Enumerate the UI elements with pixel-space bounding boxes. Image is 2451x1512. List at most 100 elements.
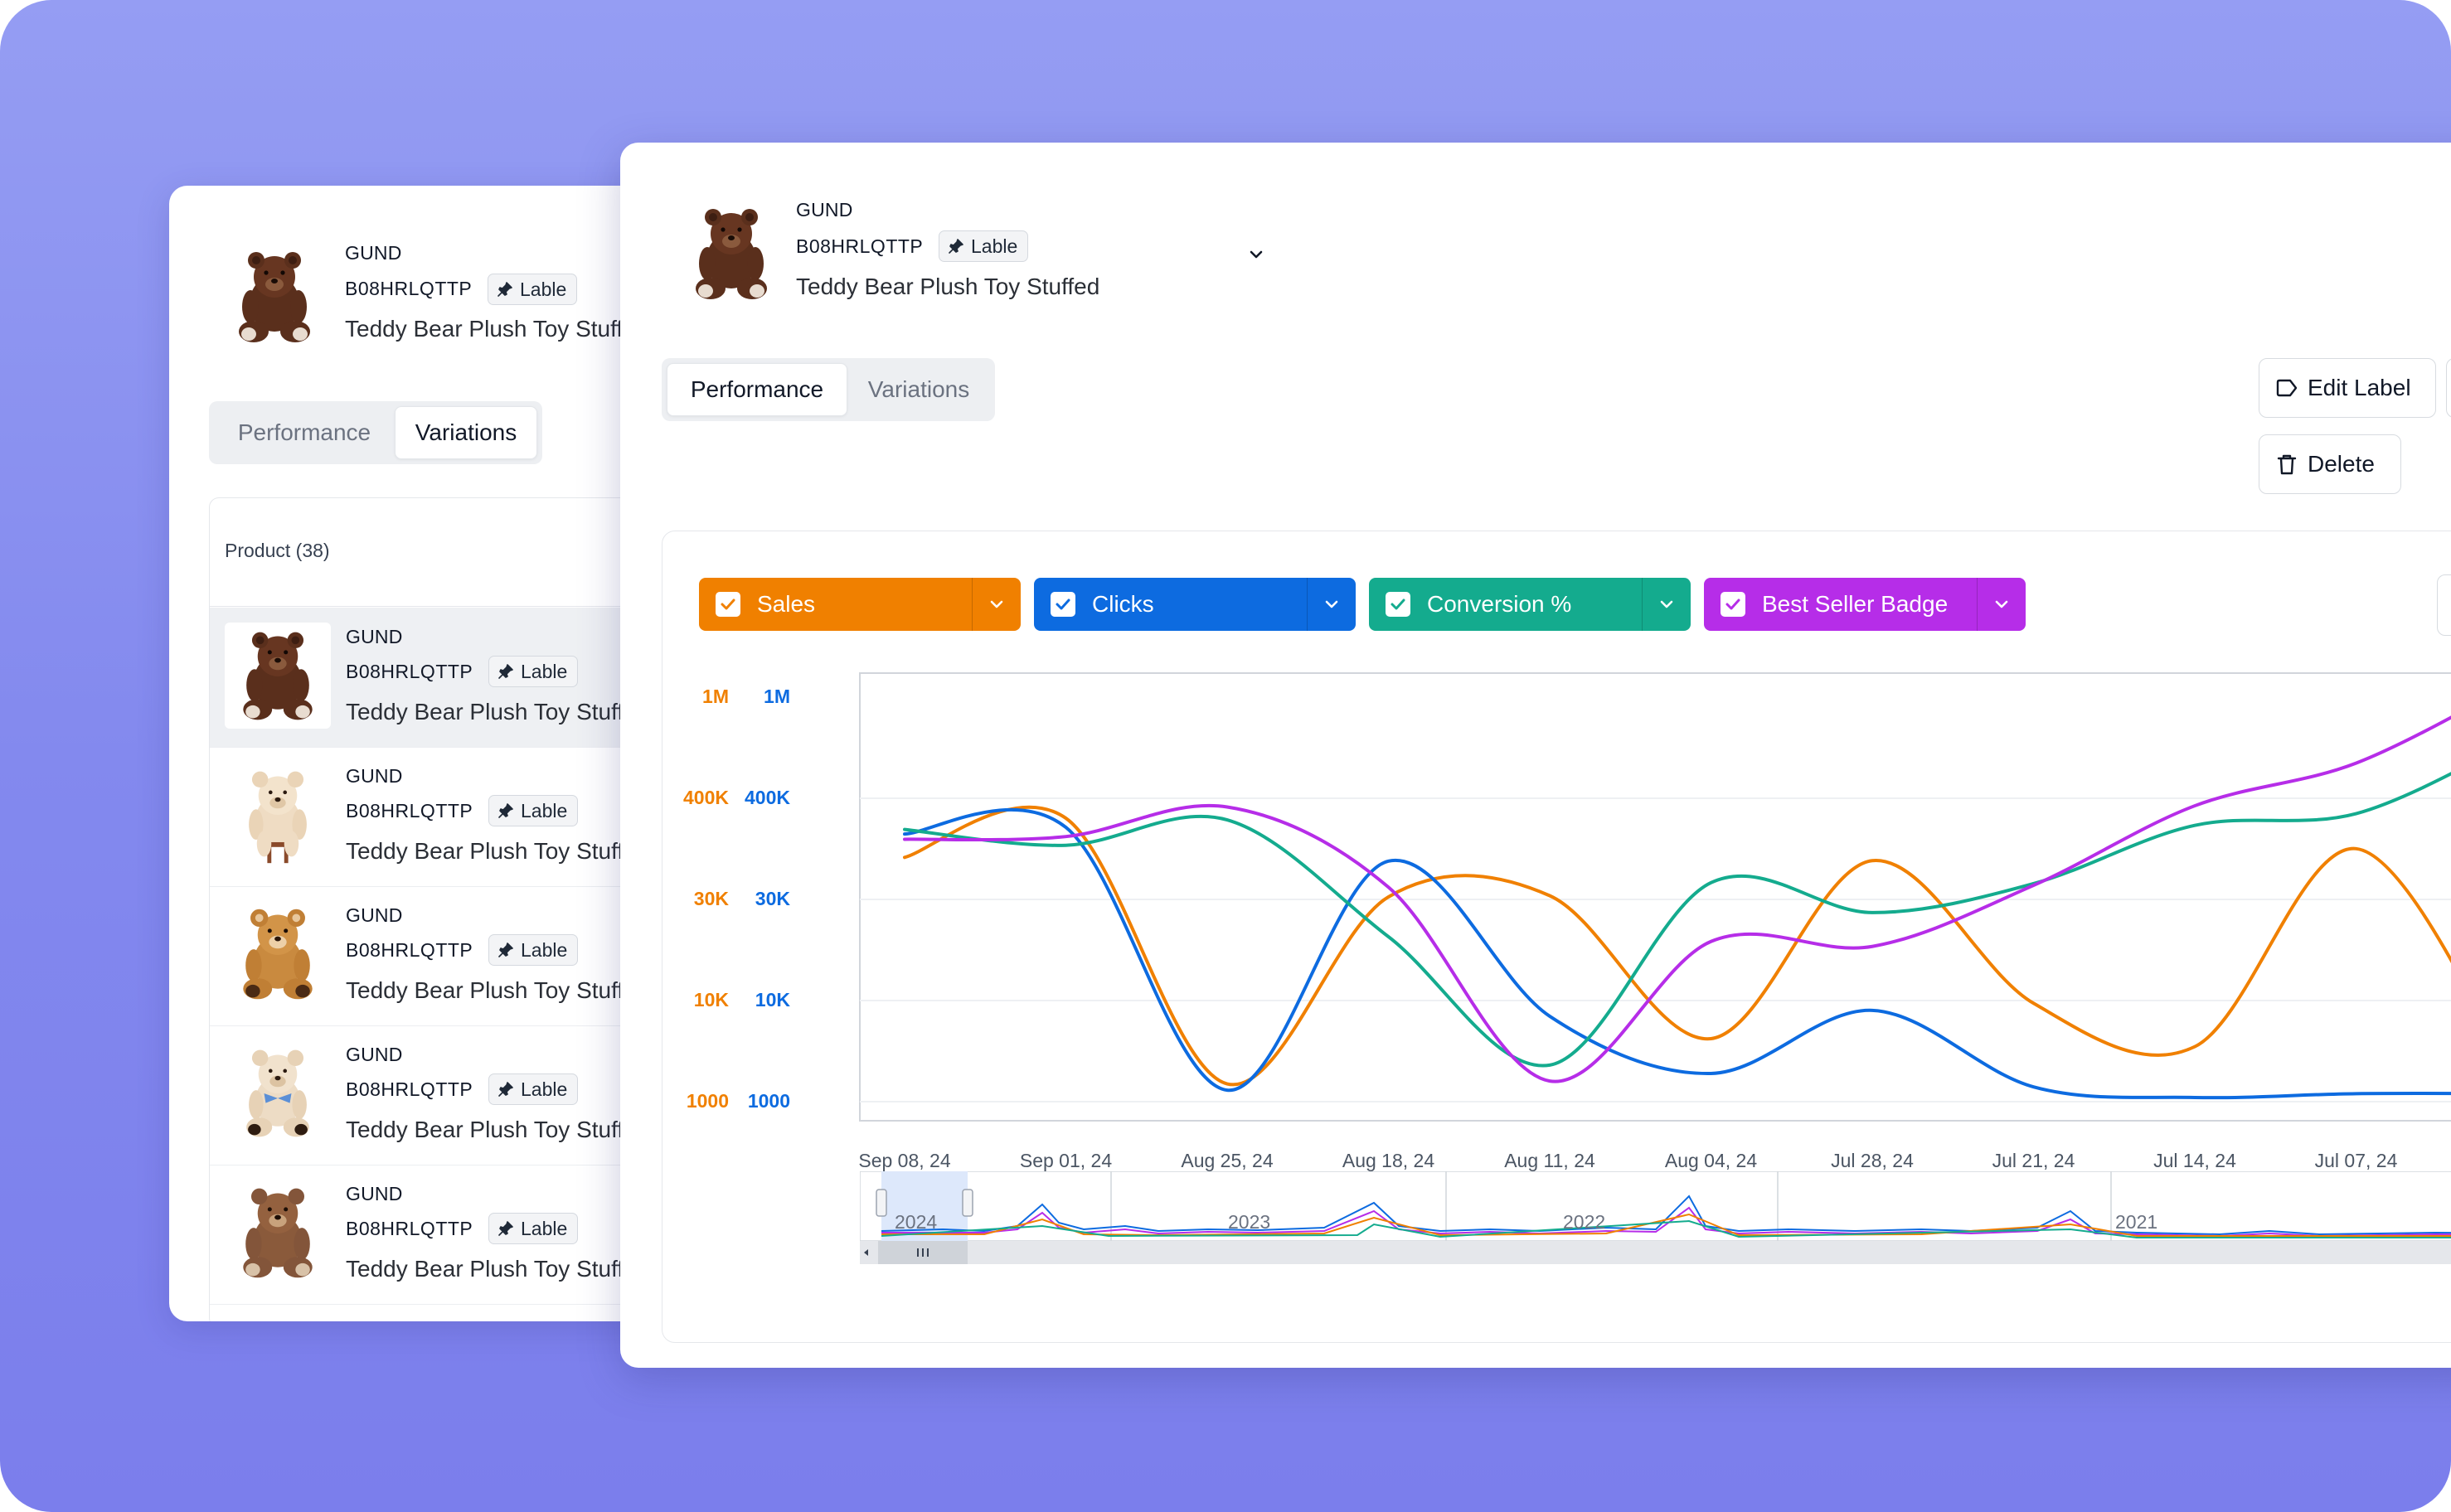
label-chip[interactable]: Lable: [488, 795, 579, 826]
check-icon[interactable]: [1721, 592, 1745, 617]
product-thumbnail: [225, 901, 331, 1007]
product-asin: B08HRLQTTP: [345, 278, 473, 299]
variations-card: GUND B08HRLQTTP Lable Teddy Bear Plush T…: [169, 186, 667, 1321]
row-asin: B08HRLQTTP: [346, 1078, 473, 1100]
teddy-bear-image: [243, 632, 313, 720]
teddy-bear-image: [243, 909, 313, 1000]
check-icon[interactable]: [1386, 592, 1410, 617]
teddy-bear-brown-image: [696, 209, 767, 299]
row-title: Teddy Bear Plush Toy Stuffed: [346, 838, 650, 864]
metric-label: Conversion %: [1427, 591, 1572, 617]
pin-icon: [498, 664, 513, 679]
check-icon[interactable]: [716, 592, 740, 617]
trash-icon: [2277, 454, 2297, 475]
product-asin: B08HRLQTTP: [796, 235, 924, 257]
delete-text: Delete: [2308, 451, 2375, 477]
edit-label-text: Edit Label: [2308, 375, 2411, 400]
x-tick-label: Jul 07, 24: [2314, 1150, 2398, 1171]
label-chip-text: Lable: [521, 1078, 568, 1100]
delete-button[interactable]: Delete: [2259, 434, 2401, 494]
table-row[interactable]: GUND B08HRLQTTP Lable Teddy Bear Plush Toy …: [210, 1165, 667, 1305]
y-tick-label: 400K: [745, 787, 790, 808]
row-asin: B08HRLQTTP: [346, 939, 473, 961]
metric-sales-toggle[interactable]: Sales: [699, 578, 1021, 631]
row-title: Teddy Bear Plush Toy Stuffed: [346, 1256, 650, 1282]
table-row[interactable]: GUND B08HRLQTTP Lable Teddy Bear Plush Toy …: [210, 747, 667, 887]
list-header-title: Product (38): [225, 540, 330, 561]
teddy-bear-image: [246, 1049, 309, 1137]
label-chip[interactable]: Lable: [488, 934, 579, 966]
table-row[interactable]: GUND B08HRLQTTP Lable Teddy Bear Plush Toy …: [210, 608, 667, 748]
pin-icon: [949, 239, 963, 254]
product-thumbnail: [225, 623, 331, 729]
pin-icon: [497, 282, 512, 297]
x-tick-label: Aug 04, 24: [1664, 1150, 1758, 1171]
navigator-year-2024: 2024: [895, 1211, 938, 1233]
metric-label: Best Seller Badge: [1762, 591, 1949, 617]
back-tabs: Performance Variations: [209, 401, 542, 464]
y-tick-label: 1M: [764, 686, 790, 707]
pin-icon: [498, 803, 513, 818]
pin-icon: [498, 943, 513, 957]
row-brand: GUND: [346, 1183, 403, 1204]
metric-label: Clicks: [1092, 591, 1154, 617]
navigator-year-2022: 2022: [1563, 1211, 1606, 1233]
teddy-bear-image: [249, 771, 307, 864]
label-chip[interactable]: Lable: [488, 1213, 579, 1244]
chevron-down-icon[interactable]: [1977, 578, 2026, 631]
x-tick-label: Jul 14, 24: [2153, 1150, 2236, 1171]
series-lines: [903, 715, 2451, 1100]
navigator-scrollbar: [860, 1241, 2451, 1264]
metric-best-seller-toggle[interactable]: Best Seller Badge: [1704, 578, 2026, 631]
label-chip-text: Lable: [521, 660, 568, 682]
table-row[interactable]: GUND B08HRLQTTP Lable Teddy Bear Plush Toy …: [210, 1025, 667, 1166]
navigator-handle-right: [962, 1189, 973, 1217]
label-chip-text: Lable: [521, 1217, 568, 1239]
product-thumbnail: [225, 1040, 331, 1146]
series-line-conversion: [903, 772, 2451, 1068]
y-tick-label: 10K: [755, 989, 790, 1010]
tab-variations[interactable]: Variations: [867, 376, 970, 402]
row-asin: B08HRLQTTP: [346, 661, 473, 682]
product-thumbnail: [225, 1180, 331, 1286]
chart-options-button[interactable]: [2437, 574, 2451, 636]
plot-frame: [859, 672, 2451, 1122]
table-row[interactable]: GUND B08HRLQTTP Lable Teddy Bear Plush Toy …: [210, 886, 667, 1026]
pin-icon: [498, 1082, 513, 1097]
tab-variations[interactable]: Variations: [395, 406, 537, 459]
tag-icon: [2276, 379, 2298, 397]
chevron-down-icon[interactable]: [972, 578, 1021, 631]
navigator-year-2021: 2021: [2115, 1211, 2158, 1233]
pin-icon: [498, 1221, 513, 1236]
chevron-down-icon[interactable]: [1247, 245, 1265, 264]
variations-list: Product (38) GUND B08HRLQTTP Lable Teddy Be…: [209, 497, 667, 1321]
label-chip[interactable]: Lable: [939, 230, 1029, 262]
range-navigator[interactable]: [860, 1171, 2451, 1271]
tab-performance[interactable]: Performance: [667, 363, 847, 416]
edit-label-button[interactable]: Edit Label: [2259, 358, 2436, 418]
label-chip[interactable]: Lable: [488, 1073, 579, 1105]
metric-clicks-toggle[interactable]: Clicks: [1034, 578, 1356, 631]
front-tabs: Performance Variations: [662, 358, 995, 421]
metric-conversion-toggle[interactable]: Conversion %: [1369, 578, 1691, 631]
check-icon[interactable]: [1051, 592, 1075, 617]
chart-panel: Sales Clicks Conversion % Best Seller Ba…: [662, 531, 2451, 1343]
more-action-button[interactable]: [2446, 358, 2451, 418]
product-thumbnail: [225, 762, 331, 868]
y-tick-label: 30K: [755, 888, 790, 909]
tab-performance[interactable]: Performance: [237, 419, 371, 445]
series-line-sales: [903, 805, 2451, 1087]
teddy-bear-brown-image: [239, 252, 310, 342]
x-tick-label: Aug 11, 24: [1504, 1150, 1595, 1171]
line-chart: [859, 672, 2451, 1122]
list-header: Product (38): [210, 498, 667, 607]
y-tick-label: 1000: [747, 1090, 790, 1112]
label-chip[interactable]: Lable: [488, 656, 579, 687]
chevron-down-icon[interactable]: [1307, 578, 1356, 631]
chevron-down-icon[interactable]: [1642, 578, 1691, 631]
y-tick-label: 1000: [686, 1090, 729, 1112]
row-title: Teddy Bear Plush Toy Stuffed: [346, 977, 650, 1003]
label-chip[interactable]: Lable: [488, 274, 578, 305]
x-tick-label: Aug 25, 24: [1181, 1150, 1274, 1171]
gridlines: [860, 797, 2451, 1102]
